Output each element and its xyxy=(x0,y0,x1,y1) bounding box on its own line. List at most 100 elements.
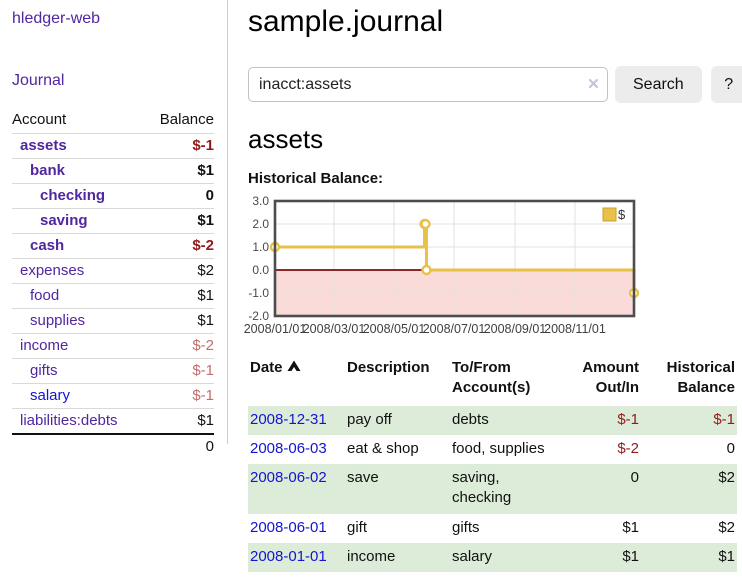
account-row: assets $-1 xyxy=(12,133,214,159)
account-row: bank $1 xyxy=(12,158,214,184)
transaction-row: 2008-06-01 gift gifts $1 $2 xyxy=(248,514,737,543)
accounts-column-header-txn: To/From Account(s) xyxy=(452,359,531,397)
accounts-balance-table: Account Balance assets $-1 bank $1 checking 0… xyxy=(12,107,214,459)
svg-text:2008/11/01: 2008/11/01 xyxy=(544,322,606,336)
search-bar: × Search ? xyxy=(248,66,742,103)
account-row: checking 0 xyxy=(12,183,214,209)
account-row: food $1 xyxy=(12,283,214,309)
sidebar: hledger-web Journal Account Balance asse… xyxy=(0,0,228,459)
account-balance: $-1 xyxy=(145,358,214,384)
account-link-gifts[interactable]: gifts xyxy=(30,362,58,379)
transaction-row: 2008-06-02 save saving, checking 0 $2 xyxy=(248,464,737,514)
transaction-date-link[interactable]: 2008-12-31 xyxy=(250,410,327,428)
account-balance: $-2 xyxy=(145,233,214,259)
account-balance: $-1 xyxy=(145,133,214,159)
account-link-cash[interactable]: cash xyxy=(30,237,65,254)
svg-text:2008/03/01: 2008/03/01 xyxy=(303,322,366,336)
transaction-row: 2008-01-01 income salary $1 $1 xyxy=(248,542,737,572)
account-link-income[interactable]: income xyxy=(20,337,69,354)
account-link-checking[interactable]: checking xyxy=(40,187,106,204)
account-link-supplies[interactable]: supplies xyxy=(30,312,86,329)
transactions-header-row: Date Description To/From Account(s) Amou… xyxy=(248,356,737,406)
transaction-accounts: salary xyxy=(452,547,493,565)
account-row: cash $-2 xyxy=(12,233,214,259)
account-balance: $-1 xyxy=(145,383,214,409)
transaction-date-link[interactable]: 2008-01-01 xyxy=(250,547,327,565)
chart-canvas: $3.0 2.0 1.0 0.0 -1.0 -2.02008/01/012008/03/0… xyxy=(244,194,640,336)
transaction-description: income xyxy=(347,547,396,565)
account-balance: $2 xyxy=(145,258,214,284)
transaction-accounts: debts xyxy=(452,410,489,428)
search-input[interactable] xyxy=(248,67,608,102)
account-balance: $1 xyxy=(145,283,214,309)
transaction-row: 2008-12-31 pay off debts $-1 $-1 xyxy=(248,405,737,435)
account-row: income $-2 xyxy=(12,333,214,359)
svg-text:2008/01/01: 2008/01/01 xyxy=(244,322,307,336)
account-link-salary[interactable]: salary xyxy=(30,387,71,404)
account-balance: $1 xyxy=(145,208,214,234)
accounts-total-value: 0 xyxy=(145,433,214,459)
transaction-description: eat & shop xyxy=(347,439,419,457)
legend-swatch xyxy=(602,207,617,222)
svg-text:-2.0: -2.0 xyxy=(248,309,269,323)
app-title-link[interactable]: hledger-web xyxy=(12,10,101,27)
svg-text:2.0: 2.0 xyxy=(252,217,269,231)
account-row: saving $1 xyxy=(12,208,214,234)
account-row: liabilities:debts $1 xyxy=(12,408,214,434)
svg-text:0.0: 0.0 xyxy=(252,263,269,277)
account-balance: 0 xyxy=(145,183,214,209)
account-balance: $1 xyxy=(145,308,214,334)
transaction-amount: $1 xyxy=(622,518,639,536)
transaction-description: pay off xyxy=(347,410,392,428)
account-heading: assets xyxy=(248,124,324,154)
transaction-amount: 0 xyxy=(630,469,639,486)
transaction-balance: $2 xyxy=(718,518,735,536)
transaction-date-link[interactable]: 2008-06-02 xyxy=(250,469,327,486)
page-title: sample.journal xyxy=(248,5,444,38)
account-link-food[interactable]: food xyxy=(30,287,60,304)
account-balance: $1 xyxy=(145,158,214,184)
transaction-description: save xyxy=(347,469,379,486)
balance-column-header: Balance xyxy=(159,111,214,128)
account-link-expenses[interactable]: expenses xyxy=(20,262,85,279)
chart-section-label: Historical Balance: xyxy=(248,170,384,187)
search-button[interactable]: Search xyxy=(615,66,702,103)
transaction-balance: $-1 xyxy=(713,410,735,428)
transaction-date-link[interactable]: 2008-06-01 xyxy=(250,518,327,536)
search-input-wrap: × xyxy=(248,67,608,102)
account-link-assets[interactable]: assets xyxy=(20,137,67,154)
date-column-header[interactable]: Date xyxy=(248,356,345,406)
accounts-total-row: 0 xyxy=(12,433,214,459)
sidebar-item-journal[interactable]: Journal xyxy=(12,72,65,89)
account-row: gifts $-1 xyxy=(12,358,214,384)
svg-text:2008/05/01: 2008/05/01 xyxy=(363,322,426,336)
transaction-amount: $-2 xyxy=(617,439,639,457)
help-button[interactable]: ? xyxy=(710,66,742,103)
account-balance: $-2 xyxy=(145,333,214,359)
accounts-column-header: Account xyxy=(12,111,67,128)
transactions-table: Date Description To/From Account(s) Amou… xyxy=(248,356,737,572)
svg-text:2008/09/01: 2008/09/01 xyxy=(484,322,547,336)
main-content: sample.journal × Search ? assets Histori… xyxy=(228,0,742,572)
balance-column-header-txn: Historical Balance xyxy=(666,359,735,397)
clear-search-icon[interactable]: × xyxy=(587,73,599,95)
account-row: expenses $2 xyxy=(12,258,214,284)
description-column-header: Description xyxy=(347,359,430,376)
transaction-balance: 0 xyxy=(726,439,735,457)
sort-ascending-icon xyxy=(287,360,301,371)
svg-text:-1.0: -1.0 xyxy=(248,286,269,300)
account-link-saving[interactable]: saving xyxy=(40,212,88,229)
account-balance: $1 xyxy=(145,408,214,434)
legend-label: $ xyxy=(618,207,626,222)
transaction-accounts: saving, checking xyxy=(452,469,512,507)
account-row: salary $-1 xyxy=(12,383,214,409)
transaction-row: 2008-06-03 eat & shop food, supplies $-2 0 xyxy=(248,435,737,464)
historical-balance-chart: $3.0 2.0 1.0 0.0 -1.0 -2.0 2008/01/01 2008/03/0… xyxy=(244,194,742,340)
account-link-bank[interactable]: bank xyxy=(30,162,66,179)
account-link-liabilities-debts[interactable]: liabilities:debts xyxy=(20,412,118,429)
transaction-date-link[interactable]: 2008-06-03 xyxy=(250,439,327,457)
transaction-amount: $1 xyxy=(622,547,639,565)
svg-text:2008/07/01: 2008/07/01 xyxy=(423,322,486,336)
transaction-accounts: food, supplies xyxy=(452,439,545,457)
